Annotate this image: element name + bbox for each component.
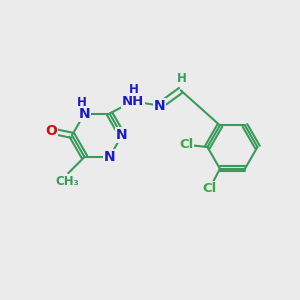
Text: N: N (79, 106, 90, 121)
Text: NH: NH (122, 95, 144, 108)
Text: Cl: Cl (179, 138, 193, 151)
Text: H: H (129, 83, 139, 96)
Text: CH₃: CH₃ (55, 175, 79, 188)
Text: O: O (45, 124, 57, 138)
Text: N: N (116, 128, 128, 142)
Text: H: H (177, 72, 187, 85)
Text: N: N (154, 99, 165, 113)
Text: Cl: Cl (202, 182, 217, 195)
Text: N: N (104, 150, 115, 164)
Text: H: H (76, 96, 86, 109)
